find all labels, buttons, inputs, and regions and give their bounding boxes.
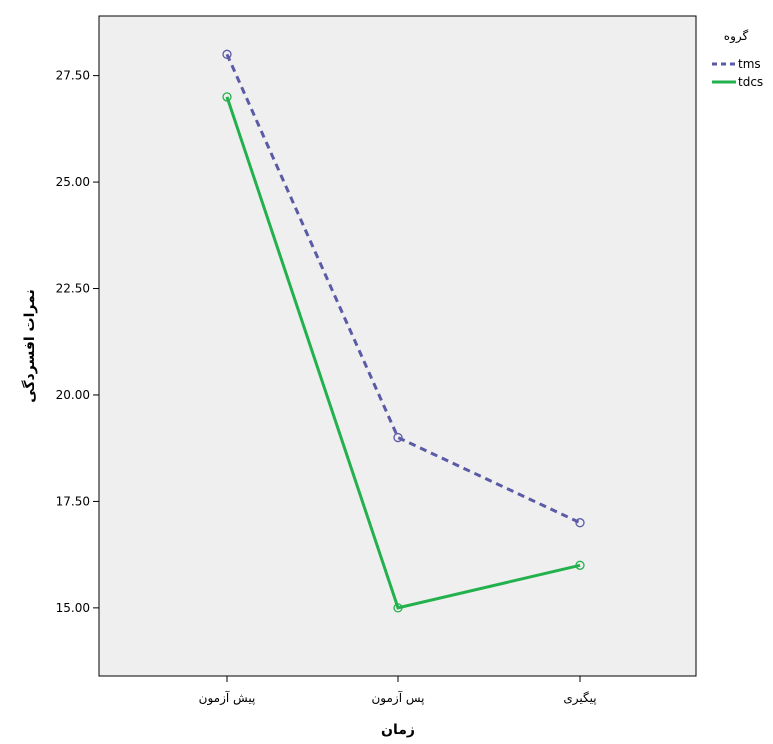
y-tick-label: 15.00 — [56, 601, 90, 615]
series-layer — [222, 49, 585, 613]
x-axis: پیش آزمون پس آزمون پیگیری — [199, 676, 597, 706]
plot-area — [98, 15, 697, 677]
legend-label-tdcs: tdcs — [738, 75, 763, 89]
y-tick-label: 25.00 — [56, 175, 90, 189]
y-tick-label: 17.50 — [56, 494, 90, 508]
legend-title: گروه — [724, 29, 749, 44]
x-tick-label: پس آزمون — [371, 690, 424, 706]
data-point-tms — [393, 432, 403, 443]
x-axis-title: زمان — [381, 722, 415, 738]
data-point-tms — [222, 49, 232, 59]
legend-label-tms: tms — [738, 57, 761, 71]
y-tick-label: 27.50 — [56, 69, 90, 83]
series-line-tdcs — [225, 96, 581, 610]
series-line-tms — [225, 53, 581, 525]
y-axis-title: نمرات افسردگی — [21, 289, 38, 403]
y-axis: 15.00 17.50 20.00 22.50 25.00 27.50 — [56, 69, 99, 615]
data-point-tdcs — [222, 92, 232, 102]
data-point-tdcs — [393, 603, 403, 613]
data-point-tdcs — [575, 560, 585, 570]
x-tick-label: پیش آزمون — [199, 690, 256, 706]
y-tick-label: 20.00 — [56, 388, 90, 402]
y-tick-label: 22.50 — [56, 282, 90, 296]
x-tick-label: پیگیری — [563, 691, 596, 706]
legend: گروه tms tdcs — [712, 29, 763, 89]
data-point-tms — [575, 518, 585, 528]
